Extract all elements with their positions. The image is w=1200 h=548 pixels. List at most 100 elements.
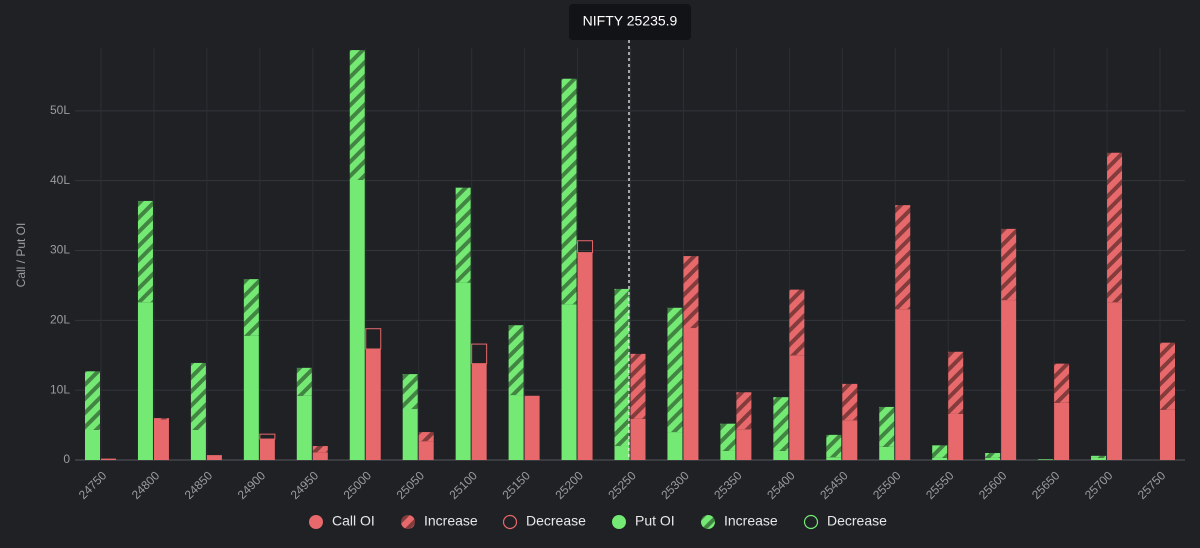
bar-segment	[932, 445, 948, 458]
bar-segment	[985, 453, 1001, 458]
bar-segment	[101, 458, 116, 460]
bar-segment	[296, 395, 312, 460]
y-axis-label: Call / Put OI	[14, 223, 28, 288]
bar-segment	[932, 457, 948, 460]
x-tick-label: 25600	[976, 468, 1010, 502]
y-tick-label: 40L	[50, 173, 70, 187]
x-tick-label: 25050	[394, 468, 428, 502]
x-tick-label: 25650	[1029, 468, 1063, 502]
bar-segment	[985, 457, 1001, 460]
bar-segment	[455, 187, 471, 283]
bar-segment	[1054, 402, 1070, 460]
bar-segment	[296, 367, 312, 396]
bar-segment	[85, 371, 100, 430]
bar-segment	[826, 457, 842, 460]
bar-segment	[153, 418, 169, 420]
y-tick-label: 10L	[50, 382, 70, 396]
bar-segment	[842, 420, 858, 460]
bar-segment	[418, 441, 434, 460]
x-tick-label: 25000	[341, 468, 375, 502]
bar-segment	[1160, 342, 1175, 410]
bar-segment	[630, 353, 646, 419]
bar-segment	[190, 429, 206, 460]
legend-item: Call OI	[309, 513, 375, 529]
bar-segment	[259, 433, 276, 440]
x-tick-label: 24850	[182, 468, 216, 502]
x-tick-label: 25300	[658, 468, 692, 502]
legend-item: Decrease	[502, 513, 586, 530]
bar-segment	[789, 355, 805, 460]
bar-segment	[1091, 457, 1107, 460]
bar-segment	[1160, 409, 1175, 460]
bar-segment	[736, 392, 752, 430]
bar-segment	[561, 78, 577, 305]
legend-item: Increase	[701, 513, 778, 529]
bar-segment	[243, 279, 259, 336]
bar-segment	[614, 288, 630, 447]
bar-segment	[1107, 302, 1123, 460]
x-tick-label: 25700	[1082, 468, 1116, 502]
bar-segment	[349, 179, 365, 460]
bar-segment	[1038, 459, 1054, 460]
x-tick-label: 25350	[711, 468, 745, 502]
bar-segment	[418, 432, 434, 442]
bar-segment	[243, 335, 259, 460]
spot-tooltip	[569, 4, 691, 40]
bar-segment	[524, 395, 540, 460]
bar-segment	[773, 397, 789, 451]
x-tick-label: 25100	[447, 468, 481, 502]
bar-segment	[190, 362, 206, 430]
bar-segment	[471, 343, 488, 365]
bar-segment	[1001, 300, 1017, 460]
x-tick-label: 25550	[923, 468, 957, 502]
bar-segment	[826, 434, 842, 458]
legend-item: Increase	[401, 513, 478, 529]
x-tick-label: 24800	[129, 468, 163, 502]
bar-segment	[1107, 152, 1123, 303]
bar-segment	[455, 282, 471, 460]
y-tick-label: 30L	[50, 243, 70, 257]
legend-label: Put OI	[635, 513, 675, 529]
bar-segment	[895, 309, 911, 460]
bar-segment	[85, 429, 100, 460]
bar-segment	[402, 374, 418, 410]
bar-segment	[577, 252, 593, 460]
bar-segment	[1091, 455, 1107, 458]
bar-segment	[137, 200, 153, 303]
legend-item: Decrease	[803, 513, 887, 530]
legend-label: Increase	[724, 513, 778, 529]
x-tick-label: 24900	[235, 468, 269, 502]
bar-segment	[720, 423, 736, 451]
bar-segment	[683, 256, 699, 329]
plot: 0 10L 20L 30L 40L 50L 24750 24800 24850 24900 2495…	[50, 48, 1185, 502]
bar-segment	[577, 240, 594, 254]
bar-segment	[948, 351, 964, 414]
bar-segment	[879, 446, 895, 460]
x-tick-label: 24750	[76, 468, 110, 502]
legend-swatch	[401, 515, 415, 529]
x-tick-label: 25400	[764, 468, 798, 502]
bar-segment	[153, 419, 169, 460]
bar-segment	[365, 348, 381, 460]
legend-label: Call OI	[332, 513, 375, 529]
bar-segment	[948, 413, 964, 460]
bar-segment	[259, 439, 275, 460]
bar-segment	[1001, 228, 1017, 301]
y-tick-label: 50L	[50, 103, 70, 117]
bar-segment	[842, 383, 858, 421]
bar-segment	[667, 307, 683, 433]
bar-segment	[402, 409, 418, 460]
x-tick-label: 25750	[1135, 468, 1169, 502]
bar-segment	[614, 446, 630, 460]
x-tick-label: 25200	[552, 468, 586, 502]
x-tick-label: 24950	[288, 468, 322, 502]
bar-segment	[349, 50, 365, 180]
x-tick-label: 25250	[605, 468, 639, 502]
bar-segment	[895, 205, 911, 310]
x-tick-label: 25500	[870, 468, 904, 502]
legend-label: Decrease	[526, 513, 586, 529]
y-tick-label: 20L	[50, 313, 70, 327]
spot-label: NIFTY 25235.9	[583, 13, 678, 29]
bar-segment	[365, 328, 382, 350]
bar-segment	[667, 432, 683, 460]
